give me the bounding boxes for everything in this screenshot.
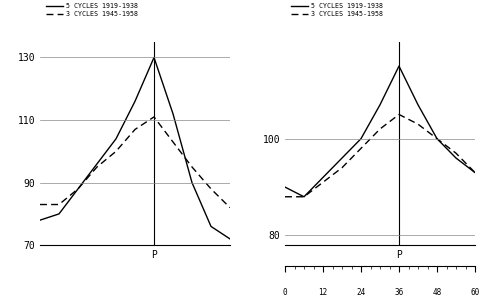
Legend: 5 CYCLES 1919-1938, 3 CYCLES 1945-1958: 5 CYCLES 1919-1938, 3 CYCLES 1945-1958 [44, 1, 140, 20]
Legend: 5 CYCLES 1919-1938, 3 CYCLES 1945-1958: 5 CYCLES 1919-1938, 3 CYCLES 1945-1958 [288, 1, 386, 20]
